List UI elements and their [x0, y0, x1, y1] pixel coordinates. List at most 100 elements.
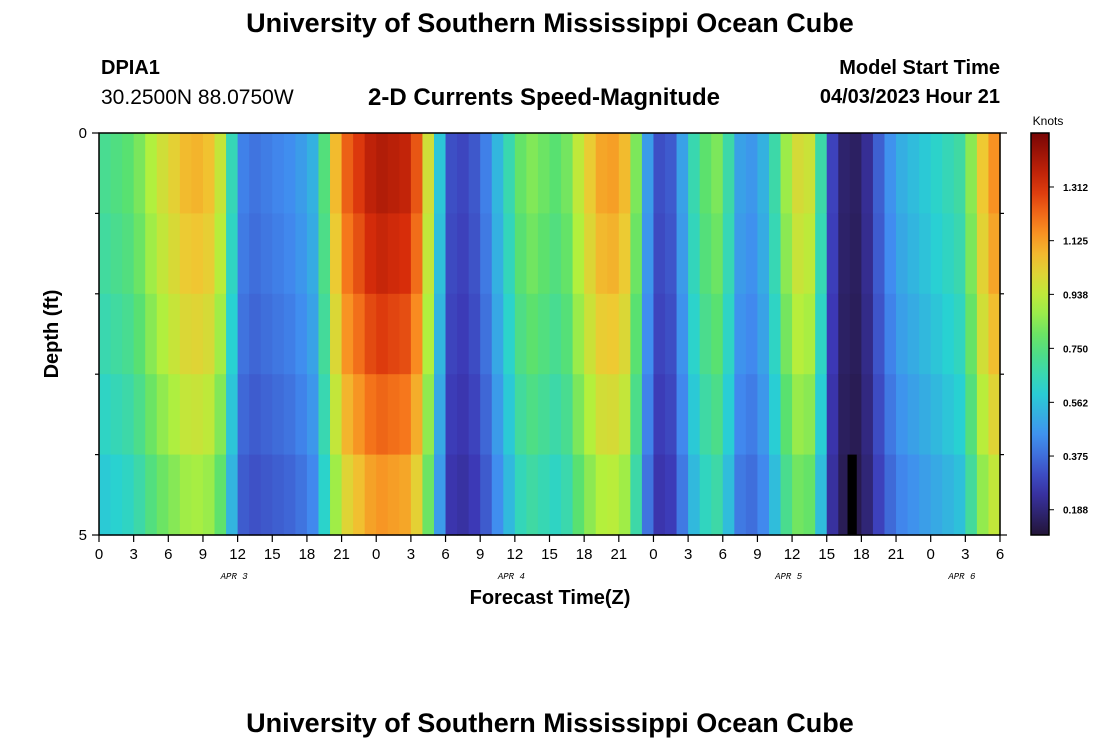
heatmap-cell [965, 133, 978, 214]
colorbar-tick-label: 1.125 [1063, 237, 1088, 248]
model-start-time: 04/03/2023 Hour 21 [819, 86, 1000, 108]
heatmap-cell [514, 454, 527, 536]
heatmap-cell [630, 133, 643, 214]
x-tick-label: 12 [507, 546, 524, 563]
heatmap-cell [826, 133, 839, 214]
heatmap-cell [491, 213, 504, 295]
heatmap-cell [156, 454, 169, 536]
colorbar-tick-label: 0.562 [1063, 398, 1088, 409]
heatmap-cell [884, 374, 897, 456]
heatmap-cell [641, 293, 655, 375]
heatmap-cell [433, 293, 447, 375]
x-tick-label: 15 [818, 546, 835, 563]
heatmap-cell [318, 133, 331, 214]
heatmap-cell [907, 293, 920, 375]
heatmap-cell [237, 454, 250, 536]
heatmap-cell [237, 213, 250, 295]
heatmap-cell [122, 293, 135, 375]
heatmap-cell [110, 133, 123, 214]
x-tick-label: 18 [853, 546, 870, 563]
heatmap-cell [711, 133, 724, 214]
heatmap-cell [561, 454, 574, 536]
heatmap-cell [815, 374, 828, 456]
heatmap-cell [353, 374, 366, 456]
heatmap-cell [156, 213, 169, 295]
heatmap-cell [480, 454, 493, 536]
heatmap-cell [537, 454, 551, 536]
heatmap-cell [122, 374, 135, 456]
heatmap-cell [480, 374, 493, 456]
heatmap-cell [561, 133, 574, 214]
heatmap-cell [745, 293, 759, 375]
heatmap-cell [919, 133, 932, 214]
heatmap-cell [549, 133, 562, 214]
heatmap-cell [549, 454, 562, 536]
heatmap-cell [191, 454, 204, 536]
heatmap-cell [780, 454, 793, 536]
heatmap-cell [457, 213, 470, 295]
heatmap-cell [503, 293, 516, 375]
heatmap-cell [468, 454, 481, 536]
heatmap-cell [260, 133, 273, 214]
heatmap-cell [179, 213, 193, 295]
heatmap-cells [99, 133, 1001, 536]
heatmap-cell [214, 133, 227, 214]
station-id: DPIA1 [101, 57, 160, 79]
heatmap-cell [387, 133, 400, 214]
heatmap-cell [861, 213, 874, 295]
heatmap-cell [561, 213, 574, 295]
heatmap-cell [99, 454, 112, 536]
heatmap-cell [549, 293, 562, 375]
heatmap-cell [907, 213, 920, 295]
heatmap-cell [514, 133, 527, 214]
heatmap-cell [376, 213, 389, 295]
x-tick-label: 21 [333, 546, 350, 563]
heatmap-cell [514, 213, 527, 295]
heatmap-cell [688, 374, 701, 456]
heatmap-cell [688, 454, 701, 536]
heatmap-cell [526, 133, 539, 214]
heatmap-cell [99, 374, 112, 456]
heatmap-cell [353, 213, 366, 295]
heatmap-cell [122, 133, 135, 214]
x-tick-label: 18 [299, 546, 316, 563]
heatmap-cell [618, 213, 631, 295]
heatmap-cell [942, 133, 955, 214]
heatmap-cell [768, 293, 782, 375]
heatmap-cell [99, 293, 112, 375]
heatmap-cell [780, 293, 793, 375]
heatmap-cell [503, 374, 516, 456]
heatmap-cell [803, 374, 816, 456]
heatmap-cell [572, 133, 585, 214]
heatmap-cell [549, 374, 562, 456]
heatmap-cell [491, 133, 504, 214]
heatmap-cell [838, 454, 851, 536]
heatmap-cell [838, 293, 851, 375]
x-tick-label: 3 [684, 546, 692, 563]
heatmap-cell [514, 293, 527, 375]
heatmap-cell [676, 454, 689, 536]
heatmap-cell [422, 213, 435, 295]
heatmap-cell [353, 454, 366, 536]
x-tick-label: 15 [264, 546, 281, 563]
heatmap-cell [572, 374, 585, 456]
heatmap-cell [942, 293, 955, 375]
heatmap-cell [376, 133, 389, 214]
heatmap-cell [930, 213, 943, 295]
heatmap-cell [330, 374, 343, 456]
heatmap-cell [734, 454, 747, 536]
heatmap-cell [145, 293, 158, 375]
heatmap-cell [133, 213, 146, 295]
heatmap-cell [168, 454, 181, 536]
heatmap-cell [283, 293, 296, 375]
heatmap-cell [584, 133, 597, 214]
heatmap-cell [815, 133, 828, 214]
heatmap-cell [145, 374, 158, 456]
heatmap-cell [399, 374, 412, 456]
heatmap-cell [445, 133, 458, 214]
heatmap-cell [861, 454, 874, 536]
heatmap-cell [595, 454, 608, 536]
x-tick-label: 12 [229, 546, 246, 563]
heatmap-cell [722, 213, 735, 295]
heatmap-cell [607, 454, 620, 536]
